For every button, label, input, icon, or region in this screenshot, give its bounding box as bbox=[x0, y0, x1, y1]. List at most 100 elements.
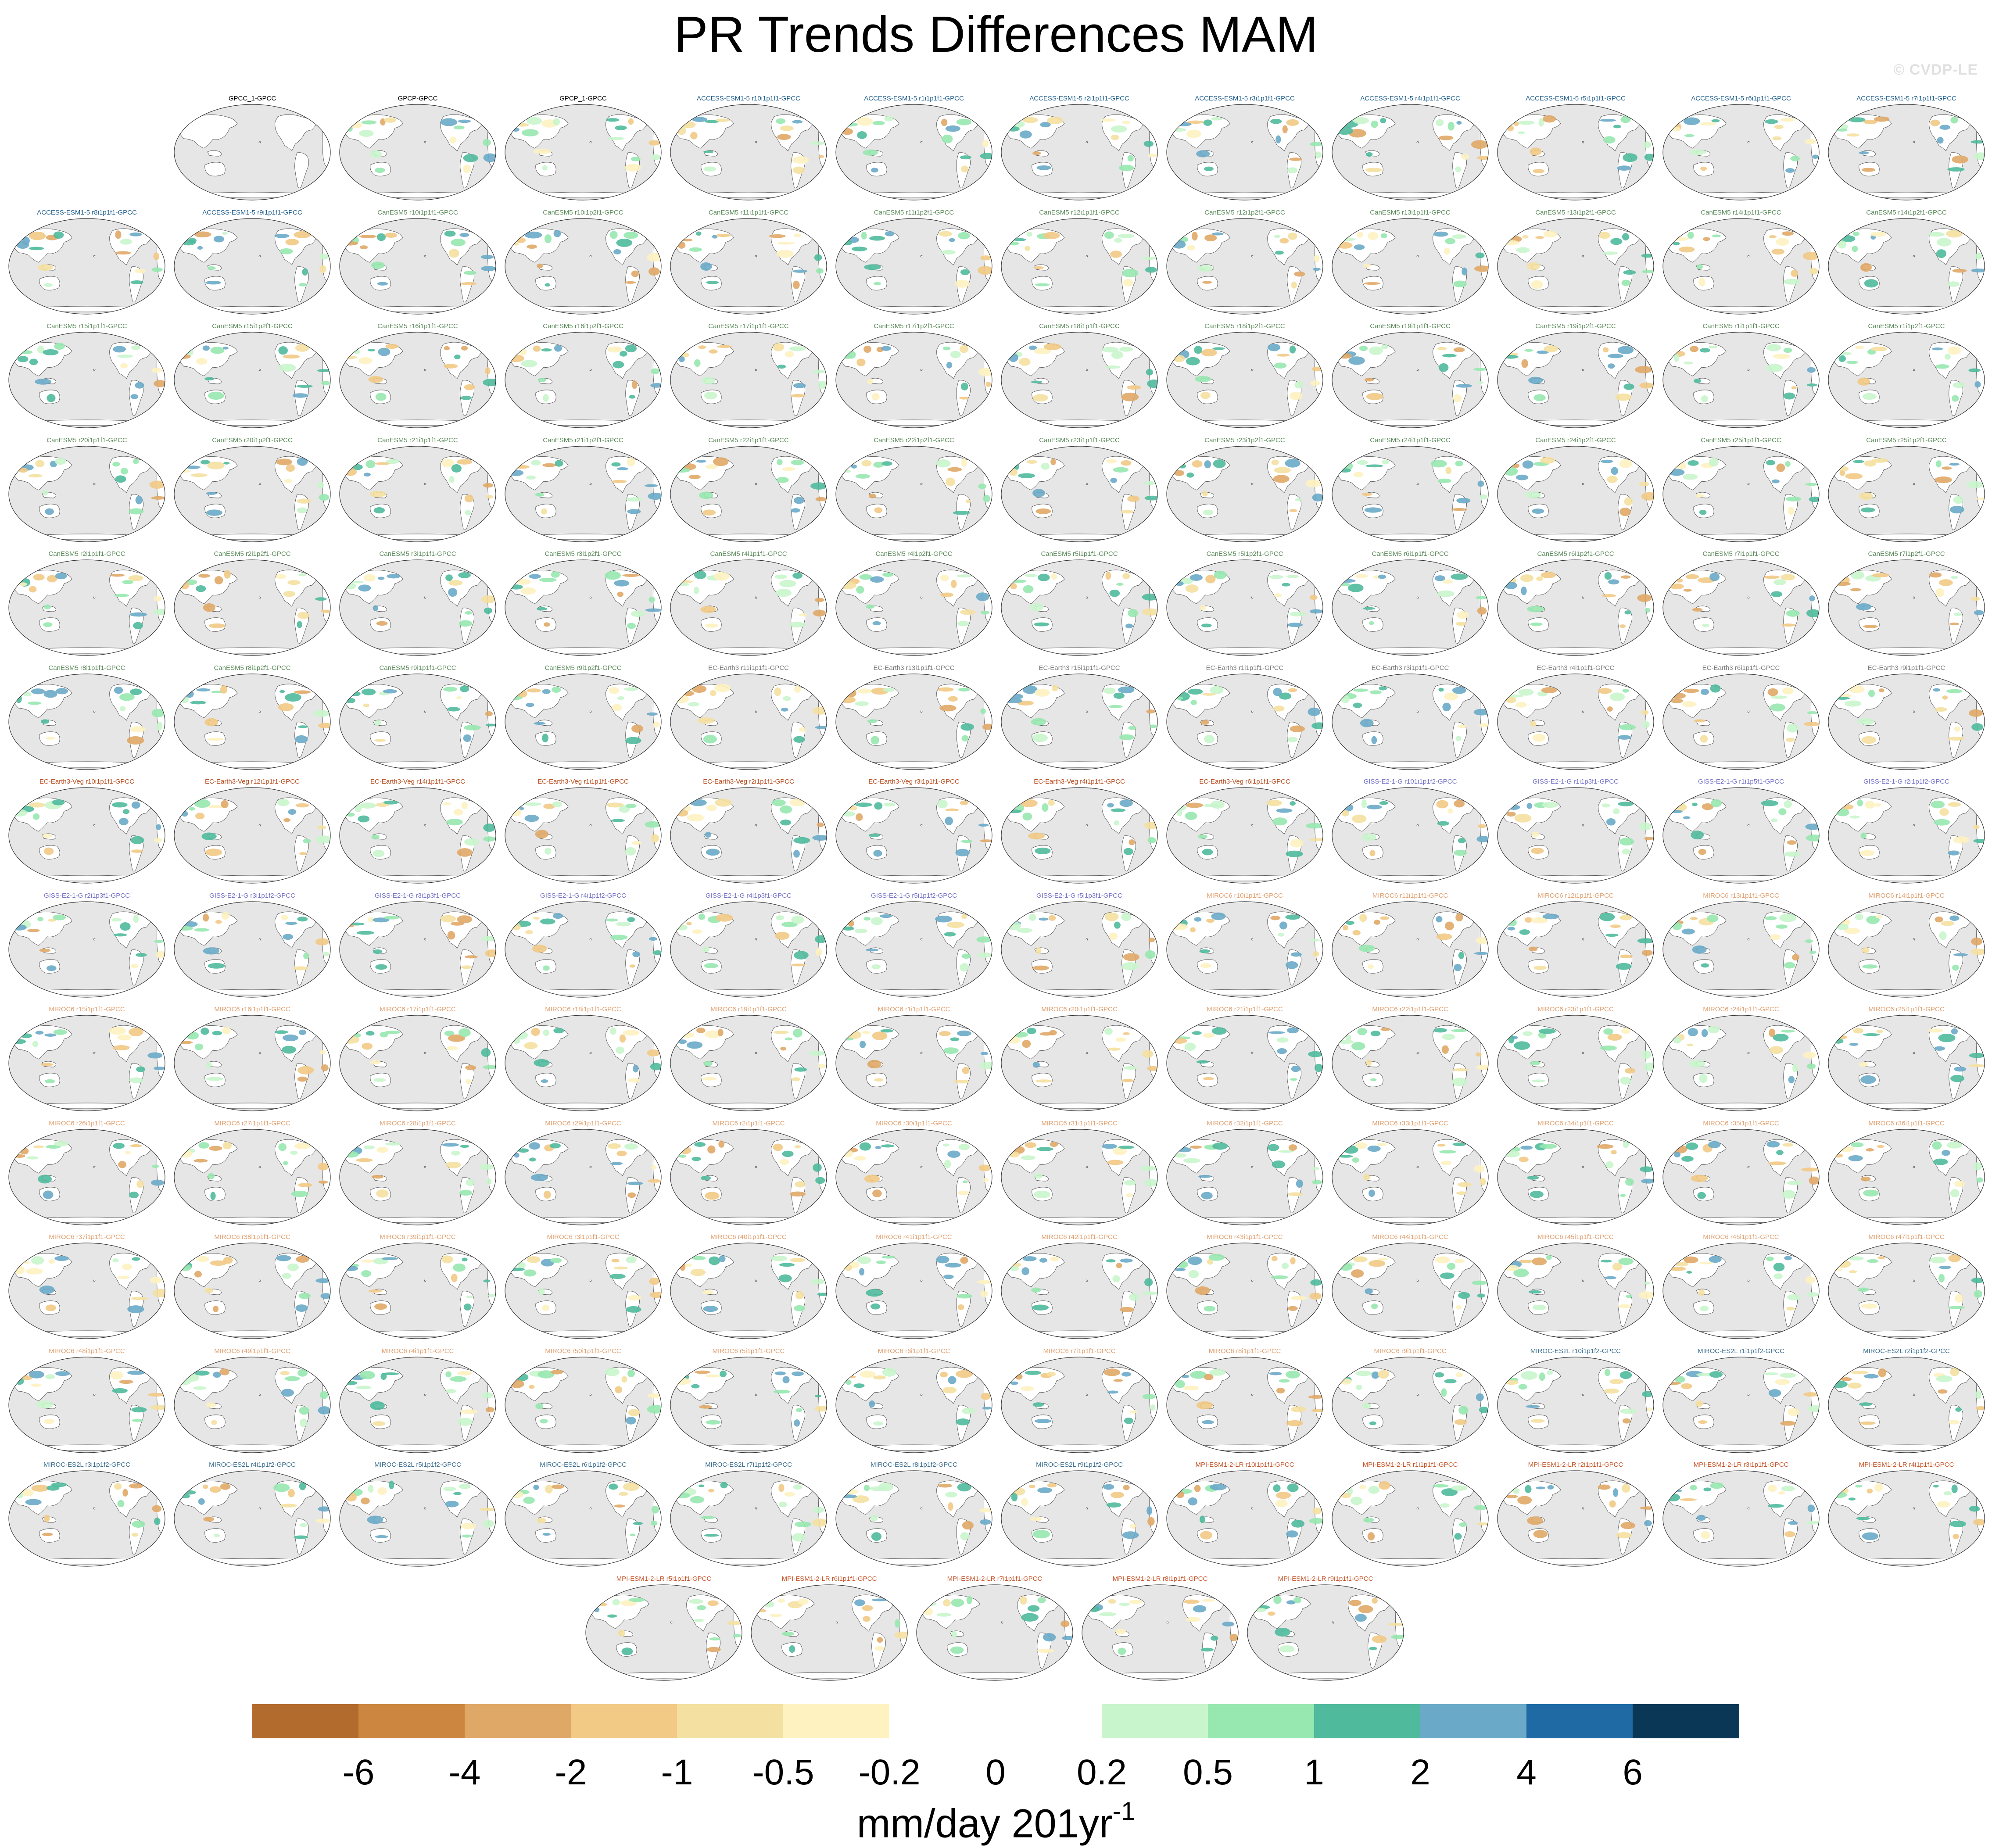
trend-patch bbox=[1805, 483, 1819, 486]
panel-title: CanESM5 r20i1p1f1-GPCC bbox=[47, 436, 127, 444]
land-greenland bbox=[638, 451, 651, 461]
world-map bbox=[1166, 1015, 1323, 1111]
world-map bbox=[1332, 218, 1489, 315]
trend-patch bbox=[1625, 1178, 1634, 1186]
land-greenland bbox=[1961, 1135, 1974, 1144]
trend-patch bbox=[860, 1040, 866, 1049]
map-panel: CanESM5 r1i1p1f1-GPCC bbox=[1661, 321, 1821, 430]
world-map bbox=[505, 104, 662, 201]
trend-patch bbox=[1476, 937, 1488, 944]
trend-patch bbox=[1440, 1160, 1452, 1165]
trend-patch bbox=[862, 1605, 873, 1611]
trend-patch bbox=[1527, 1175, 1539, 1180]
land-greenland bbox=[1300, 1249, 1313, 1258]
trend-patch bbox=[1365, 1288, 1373, 1294]
trend-patch bbox=[1809, 1176, 1819, 1185]
trend-patch bbox=[42, 834, 52, 838]
trend-patch bbox=[375, 462, 391, 465]
land-antarctica bbox=[1348, 1558, 1472, 1565]
trend-patch bbox=[1029, 1517, 1043, 1521]
trend-patch bbox=[691, 1157, 701, 1161]
land-antarctica bbox=[190, 989, 314, 995]
trend-patch bbox=[1761, 800, 1779, 806]
trend-patch bbox=[511, 808, 522, 817]
map-panel: MIROC6 r9i1p1f1-GPCC bbox=[1330, 1346, 1490, 1455]
land-greenland bbox=[1796, 224, 1809, 233]
trend-patch bbox=[868, 834, 880, 837]
trend-patch bbox=[443, 364, 458, 369]
trend-patch bbox=[651, 154, 661, 160]
trend-patch bbox=[1026, 459, 1037, 464]
world-map bbox=[1166, 1356, 1323, 1453]
trend-patch bbox=[612, 704, 622, 711]
trend-patch bbox=[1036, 1146, 1053, 1151]
trend-patch bbox=[457, 1371, 472, 1375]
land-northAmerica bbox=[771, 1025, 813, 1062]
panel-title: CanESM5 r16i1p1f1-GPCC bbox=[377, 322, 458, 330]
trend-patch bbox=[1949, 915, 1960, 921]
trend-patch bbox=[198, 1498, 205, 1505]
trend-patch bbox=[1281, 1263, 1289, 1269]
trend-patch bbox=[1474, 1505, 1487, 1511]
trend-patch bbox=[1310, 938, 1320, 942]
land-greenland bbox=[142, 1476, 155, 1486]
trend-patch bbox=[154, 380, 165, 387]
trend-patch bbox=[1355, 1613, 1367, 1622]
land-greenland bbox=[473, 1362, 486, 1372]
trend-patch bbox=[385, 1142, 402, 1146]
map-panel: MIROC-ES2L r7i1p1f2-GPCC bbox=[668, 1459, 829, 1569]
trend-patch bbox=[194, 928, 209, 931]
trend-patch bbox=[385, 344, 398, 349]
land-greenland bbox=[638, 1021, 651, 1031]
trend-patch bbox=[817, 822, 824, 827]
trend-patch bbox=[1867, 1259, 1879, 1263]
land-antarctica bbox=[1679, 1103, 1803, 1109]
trend-patch bbox=[1710, 799, 1722, 807]
trend-patch bbox=[1345, 1035, 1351, 1041]
land-greenland bbox=[638, 1476, 651, 1486]
trend-patch bbox=[465, 955, 478, 958]
world-map bbox=[174, 445, 331, 542]
trend-patch bbox=[1196, 1401, 1213, 1409]
map-border bbox=[174, 445, 331, 542]
trend-patch bbox=[982, 1406, 992, 1410]
land-greenland bbox=[307, 1021, 320, 1031]
trend-patch bbox=[1113, 692, 1125, 699]
land-greenland bbox=[1300, 338, 1313, 347]
land-hawaii bbox=[1747, 710, 1750, 713]
trend-patch bbox=[119, 1379, 133, 1384]
trend-patch bbox=[947, 467, 962, 472]
trend-patch bbox=[110, 1371, 123, 1379]
trend-patch bbox=[1949, 462, 1960, 466]
land-greenland bbox=[1630, 1135, 1644, 1144]
trend-patch bbox=[869, 236, 885, 241]
trend-patch bbox=[812, 1518, 827, 1527]
land-hawaii bbox=[1747, 1507, 1750, 1510]
land-greenland bbox=[803, 451, 817, 461]
trend-patch bbox=[1122, 120, 1130, 124]
trend-patch bbox=[1456, 498, 1471, 503]
trend-patch bbox=[938, 687, 954, 691]
trend-patch bbox=[1125, 623, 1133, 629]
trend-patch bbox=[1803, 1052, 1816, 1059]
trend-patch bbox=[318, 1406, 330, 1415]
trend-patch bbox=[282, 1273, 291, 1279]
land-asia bbox=[672, 228, 734, 263]
trend-patch bbox=[1222, 1621, 1235, 1626]
trend-patch bbox=[1951, 576, 1958, 580]
trend-patch bbox=[1291, 1519, 1305, 1528]
land-antarctica bbox=[25, 419, 149, 426]
land-hawaii bbox=[258, 1052, 261, 1054]
trend-patch bbox=[1602, 251, 1618, 255]
trend-patch bbox=[1507, 919, 1517, 926]
trend-patch bbox=[523, 1269, 537, 1277]
trend-patch bbox=[510, 1491, 524, 1498]
trend-patch bbox=[1436, 933, 1452, 940]
trend-patch bbox=[359, 234, 377, 238]
trend-patch bbox=[1953, 382, 1965, 388]
trend-patch bbox=[542, 1533, 551, 1536]
trend-patch bbox=[1516, 247, 1530, 253]
trend-patch bbox=[287, 580, 301, 585]
trend-patch bbox=[1370, 1031, 1381, 1037]
trend-patch bbox=[553, 229, 561, 237]
